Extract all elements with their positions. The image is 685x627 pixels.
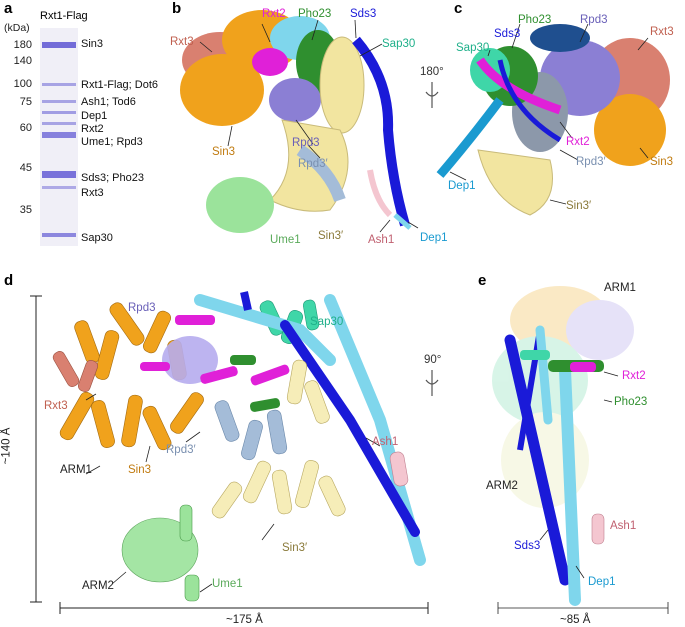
label-ume1: Ume1 xyxy=(270,234,301,246)
label-arm1: ARM1 xyxy=(604,282,636,294)
band-label: Sds3; Pho23 xyxy=(81,172,144,184)
label-ume1: Ume1 xyxy=(212,578,243,590)
label-dep1: Dep1 xyxy=(420,232,448,244)
marker-45: 45 xyxy=(19,162,32,174)
panel-b-letter: b xyxy=(172,0,182,17)
band-label: Rxt3 xyxy=(81,187,104,199)
label-rpd3: Rpd3 xyxy=(580,14,608,26)
label-rpd3-prime: Rpd3′ xyxy=(298,158,328,170)
label-sin3: Sin3 xyxy=(128,464,152,476)
label-sds3: Sds3 xyxy=(514,540,541,552)
label-pho23: Pho23 xyxy=(614,396,648,408)
rotation-90-label: 90° xyxy=(424,354,442,366)
label-sin3-prime: Sin3′ xyxy=(566,200,592,212)
label-rxt3: Rxt3 xyxy=(650,26,674,38)
label-rpd3-prime: Rpd3′ xyxy=(166,444,196,456)
label-sap30: Sap30 xyxy=(456,42,490,54)
label-sin3-prime: Sin3′ xyxy=(318,230,344,242)
label-pho23: Pho23 xyxy=(518,14,552,26)
label-rxt2: Rxt2 xyxy=(262,8,286,20)
label-ash1: Ash1 xyxy=(610,520,637,532)
panel-d-letter: d xyxy=(4,272,14,289)
label-rxt3: Rxt3 xyxy=(170,36,194,48)
marker-100: 100 xyxy=(13,78,32,90)
marker-180: 180 xyxy=(13,39,32,51)
band-label: Sap30 xyxy=(81,232,113,244)
gel-unit-label: (kDa) xyxy=(4,22,30,34)
label-dep1: Dep1 xyxy=(448,180,476,192)
panel-e-letter: e xyxy=(478,272,487,289)
horizontal-dimension-label: ~175 Å xyxy=(226,614,263,626)
band-label: Ash1; Tod6 xyxy=(81,96,136,108)
label-arm2: ARM2 xyxy=(486,480,518,492)
label-rpd3: Rpd3 xyxy=(292,137,320,149)
gel-lane-title: Rxt1-Flag xyxy=(40,10,88,22)
label-sin3-prime: Sin3′ xyxy=(282,542,308,554)
label-rpd3-prime: Rpd3′ xyxy=(576,156,606,168)
band-label: Rxt1-Flag; Dot6 xyxy=(81,79,159,91)
label-rxt2: Rxt2 xyxy=(566,136,590,148)
label-sin3: Sin3 xyxy=(650,156,674,168)
label-sap30: Sap30 xyxy=(382,38,416,50)
label-ash1: Ash1 xyxy=(372,436,399,448)
band-label: Dep1 xyxy=(81,110,108,122)
panel-a-letter: a xyxy=(4,0,13,17)
marker-75: 75 xyxy=(19,96,32,108)
panel-c-letter: c xyxy=(454,0,463,17)
label-sin3: Sin3 xyxy=(212,146,236,158)
label-rxt3: Rxt3 xyxy=(44,400,68,412)
label-arm2: ARM2 xyxy=(82,580,114,592)
label-sds3: Sds3 xyxy=(494,28,521,40)
label-sds3: Sds3 xyxy=(350,8,377,20)
gel-image xyxy=(40,28,78,246)
gel-bands xyxy=(42,42,76,237)
label-arm1: ARM1 xyxy=(60,464,92,476)
horizontal-dimension-label: ~85 Å xyxy=(560,614,591,626)
rotation-180-label: 180° xyxy=(420,66,444,78)
label-dep1: Dep1 xyxy=(588,576,616,588)
label-rxt2: Rxt2 xyxy=(622,370,646,382)
label-pho23: Pho23 xyxy=(298,8,332,20)
marker-60: 60 xyxy=(19,122,32,134)
label-rpd3: Rpd3 xyxy=(128,302,156,314)
marker-35: 35 xyxy=(19,204,32,216)
band-label: Rxt2 xyxy=(81,123,104,135)
band-label: Sin3 xyxy=(81,38,104,50)
label-ash1: Ash1 xyxy=(368,234,395,246)
label-sap30: Sap30 xyxy=(310,316,344,328)
marker-140: 140 xyxy=(13,55,32,67)
band-label: Ume1; Rpd3 xyxy=(81,136,143,148)
